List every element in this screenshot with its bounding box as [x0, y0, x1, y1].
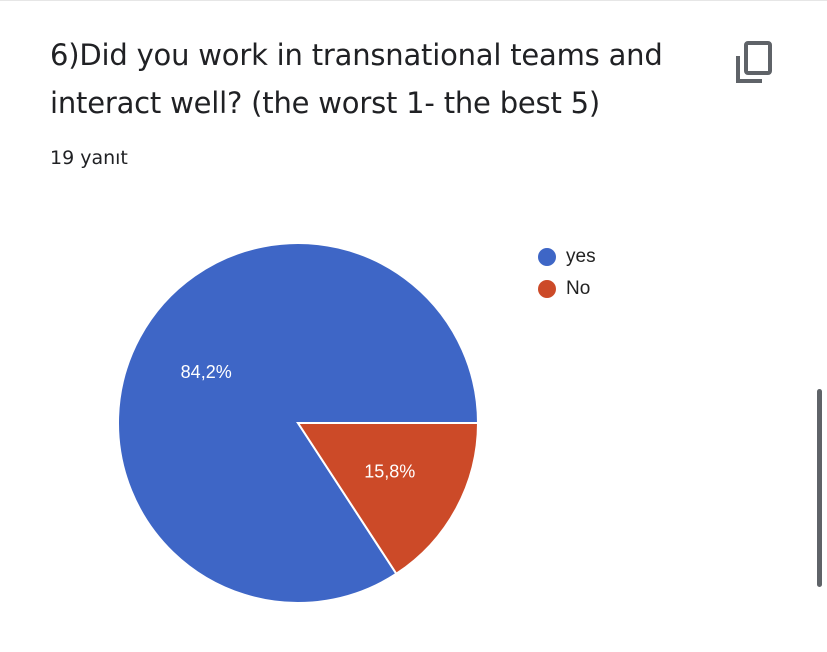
response-count: 19 yanıt: [50, 147, 128, 169]
copy-chart-button[interactable]: [728, 39, 778, 89]
pie-label-no: 15,8%: [364, 461, 415, 481]
legend-swatch: [538, 280, 556, 298]
copy-icon: [736, 41, 772, 83]
pie-slice-no[interactable]: [296, 422, 480, 576]
legend-label: yes: [566, 246, 596, 267]
question-title: 6)Did you work in transnational teams an…: [50, 38, 663, 120]
pie-label-yes: 84,2%: [181, 362, 232, 382]
legend-item-yes[interactable]: yes: [538, 241, 596, 273]
legend-swatch: [538, 248, 556, 266]
pie-chart: 84,2% 15,8%: [117, 242, 480, 604]
legend-label: No: [566, 278, 591, 299]
legend-item-no[interactable]: No: [538, 273, 596, 305]
scrollbar[interactable]: [817, 389, 822, 587]
chart-legend: yes No: [538, 241, 596, 305]
